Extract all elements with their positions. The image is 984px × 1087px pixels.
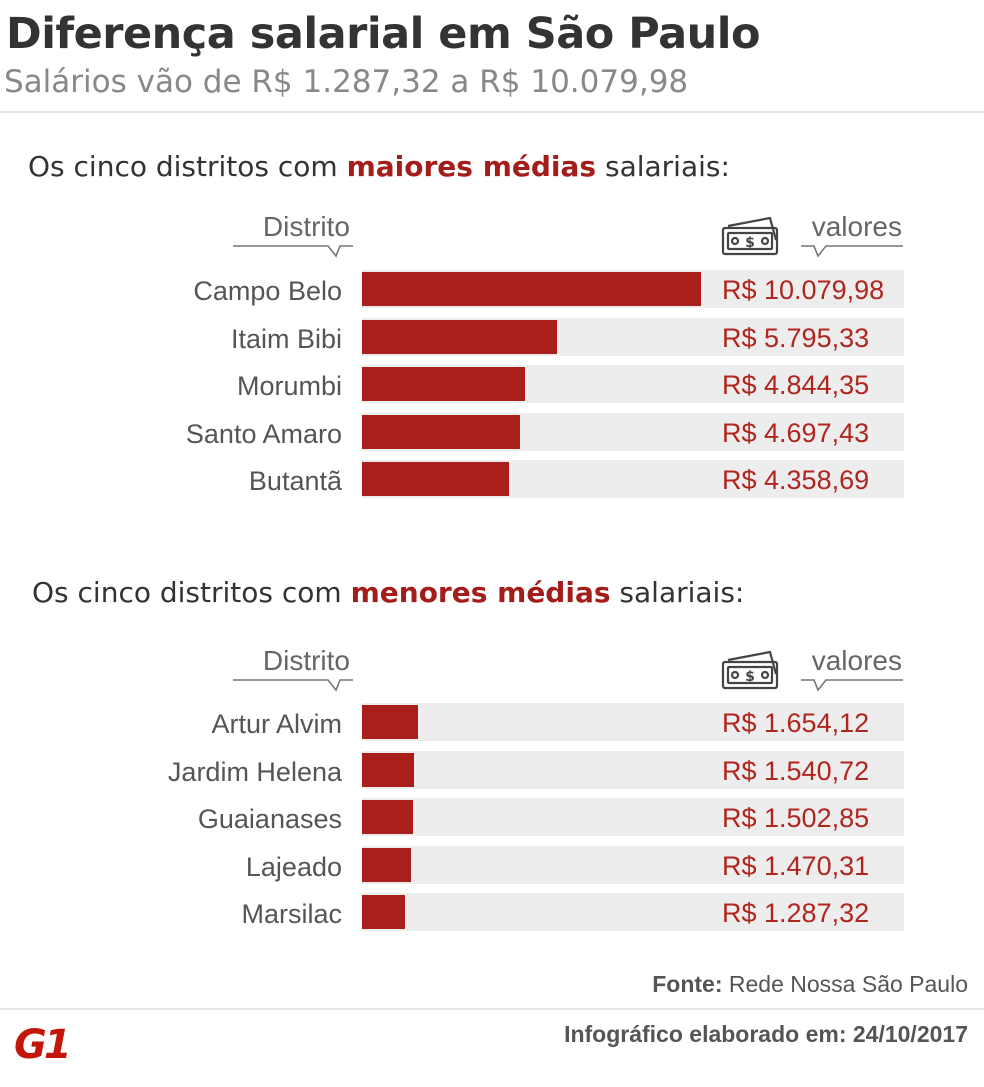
bar (362, 367, 525, 401)
distrito-underline-pointer (233, 679, 353, 692)
category-label: Jardim Helena (167, 757, 342, 787)
page-subtitle: Salários vão de R$ 1.287,32 a R$ 10.079,… (4, 64, 689, 100)
value-label: R$ 10.079,98 (722, 275, 885, 305)
section-heading-top: Os cinco distritos com maiores médias sa… (28, 148, 730, 186)
bar-row-background (362, 798, 904, 836)
category-label: Guaianases (197, 804, 342, 834)
value-label: R$ 1.540,72 (722, 756, 870, 786)
svg-text:$: $ (745, 669, 755, 685)
category-label: Itaim Bibi (230, 324, 342, 354)
bar (362, 848, 411, 882)
section-heading-suffix: salariais: (604, 150, 730, 183)
source-line: Fonte: Rede Nossa São Paulo (652, 968, 968, 1000)
section-heading-highlight: menores médias (350, 576, 611, 609)
bar (362, 705, 418, 739)
category-label: Santo Amaro (185, 419, 342, 449)
column-header-valores: valores (811, 211, 902, 242)
svg-text:$: $ (745, 235, 755, 251)
section-heading-prefix: Os cinco distritos com (28, 150, 338, 183)
category-label: Artur Alvim (211, 709, 342, 739)
section-heading-prefix: Os cinco distritos com (32, 576, 342, 609)
g1-logo: G1 (14, 1022, 72, 1068)
value-label: R$ 1.287,32 (722, 898, 870, 928)
category-label: Morumbi (236, 371, 342, 401)
value-label: R$ 4.697,43 (722, 418, 870, 448)
distrito-underline-pointer (233, 245, 353, 258)
page-title: Diferença salarial em São Paulo (6, 9, 761, 59)
section-heading-bottom: Os cinco distritos com menores médias sa… (32, 574, 744, 612)
money-bill-icon: $ (721, 650, 779, 690)
bar-row-background (362, 846, 904, 884)
bar-row-background (362, 893, 904, 931)
source-text: Rede Nossa São Paulo (728, 971, 968, 997)
column-header-valores: valores (811, 645, 902, 676)
valores-underline-pointer (801, 245, 903, 258)
value-label: R$ 4.844,35 (722, 370, 870, 400)
source-label: Fonte: (652, 971, 723, 997)
category-label: Marsilac (241, 899, 342, 929)
footer-divider (0, 1008, 984, 1010)
bar (362, 462, 509, 496)
bar (362, 753, 414, 787)
footer-credit: Infográfico elaborado em: 24/10/2017 (564, 1021, 968, 1047)
value-label: R$ 1.654,12 (722, 708, 870, 738)
value-label: R$ 4.358,69 (722, 465, 870, 495)
category-label: Campo Belo (193, 276, 342, 306)
bar (362, 895, 405, 929)
bar-row-background (362, 703, 904, 741)
section-heading-highlight: maiores médias (346, 150, 597, 183)
header-divider (0, 111, 984, 113)
value-label: R$ 1.502,85 (722, 803, 870, 833)
column-header-distrito: Distrito (262, 645, 350, 676)
valores-underline-pointer (801, 679, 903, 692)
column-header-distrito: Distrito (262, 211, 350, 242)
bar-row-background (362, 751, 904, 789)
bar (362, 320, 557, 354)
money-bill-icon: $ (721, 216, 779, 256)
category-label: Lajeado (245, 852, 342, 882)
section-heading-suffix: salariais: (619, 576, 745, 609)
bar (362, 272, 701, 306)
bar (362, 800, 413, 834)
value-label: R$ 5.795,33 (722, 323, 870, 353)
category-label: Butantã (248, 466, 342, 496)
value-label: R$ 1.470,31 (722, 851, 870, 881)
bar (362, 415, 520, 449)
